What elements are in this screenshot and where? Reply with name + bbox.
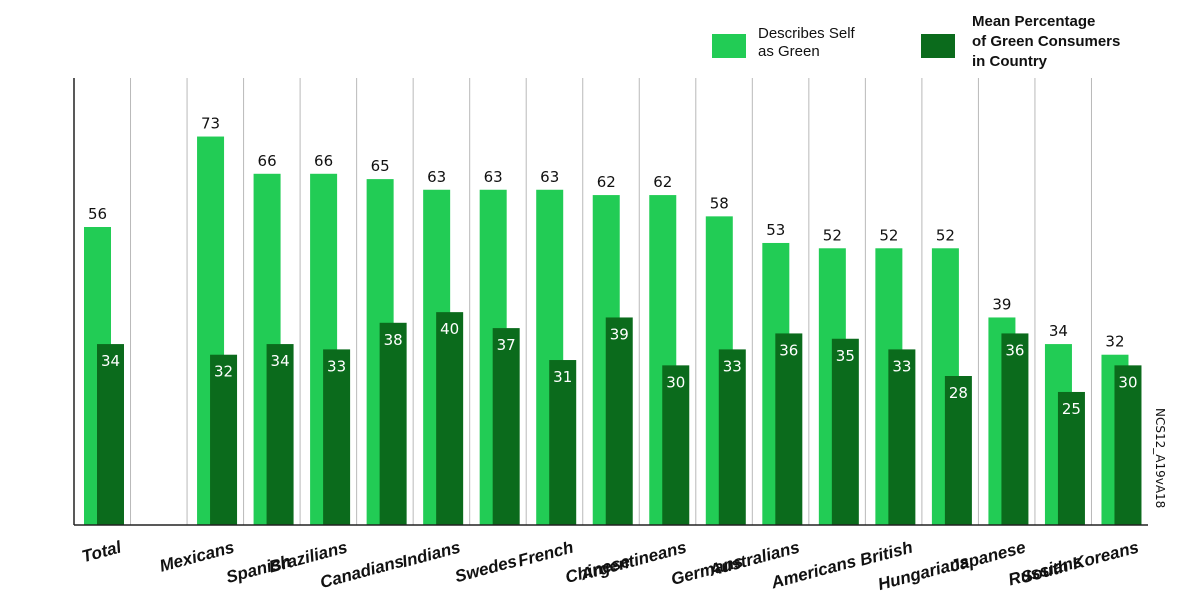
- value-label-describes-self: 63: [540, 168, 559, 186]
- category-label: British: [858, 538, 915, 570]
- value-label-describes-self: 62: [597, 173, 616, 191]
- legend-label-describes-1: Describes Self: [758, 25, 856, 42]
- bar-mean-percentage: [605, 317, 633, 525]
- legend-label-mean-2: of Green Consumers: [972, 33, 1120, 50]
- value-label-describes-self: 52: [936, 226, 955, 244]
- bar-mean-percentage: [831, 338, 859, 525]
- value-label-describes-self: 52: [823, 226, 842, 244]
- bar-mean-percentage: [266, 344, 294, 525]
- legend-label-describes-2: as Green: [758, 43, 820, 60]
- value-label-mean-percentage: 37: [497, 336, 516, 354]
- value-label-mean-percentage: 33: [327, 357, 346, 375]
- value-label-describes-self: 66: [258, 152, 277, 170]
- value-label-mean-percentage: 25: [1062, 400, 1081, 418]
- value-label-mean-percentage: 40: [440, 320, 459, 338]
- value-label-mean-percentage: 31: [553, 368, 572, 386]
- side-code-label: NCS12_A19vA18: [1153, 408, 1167, 508]
- bar-mean-percentage: [1114, 365, 1142, 525]
- bar-mean-percentage: [210, 354, 238, 525]
- value-label-mean-percentage: 30: [666, 373, 685, 391]
- value-label-describes-self: 62: [653, 173, 672, 191]
- value-label-describes-self: 34: [1049, 322, 1068, 340]
- legend-swatch-mean: [921, 34, 955, 58]
- value-label-mean-percentage: 34: [271, 352, 290, 370]
- bar-mean-percentage: [1001, 333, 1029, 525]
- value-label-mean-percentage: 38: [384, 331, 403, 349]
- bar-mean-percentage: [888, 349, 916, 525]
- value-label-mean-percentage: 30: [1118, 373, 1137, 391]
- category-label: Swedes: [453, 552, 519, 587]
- bar-mean-percentage: [323, 349, 351, 525]
- value-label-mean-percentage: 36: [1005, 341, 1024, 359]
- bar-mean-percentage: [1057, 391, 1085, 525]
- legend-label-mean-1: Mean Percentage: [972, 13, 1095, 30]
- value-label-mean-percentage: 33: [723, 357, 742, 375]
- bars: [84, 136, 1142, 526]
- bar-mean-percentage: [718, 349, 746, 525]
- value-label-describes-self: 73: [201, 115, 220, 133]
- value-label-describes-self: 53: [766, 221, 785, 239]
- value-label-describes-self: 52: [879, 226, 898, 244]
- legend-swatch-describes: [712, 34, 746, 58]
- category-label: French: [516, 538, 576, 571]
- value-label-describes-self: 65: [371, 157, 390, 175]
- value-label-describes-self: 66: [314, 152, 333, 170]
- gridlines: [130, 78, 1092, 525]
- bar-mean-percentage: [775, 333, 803, 525]
- bar-mean-percentage: [549, 360, 577, 525]
- value-label-describes-self: 32: [1105, 333, 1124, 351]
- value-label-mean-percentage: 36: [779, 341, 798, 359]
- bar-mean-percentage: [492, 328, 520, 525]
- value-label-mean-percentage: 39: [610, 325, 629, 343]
- value-label-mean-percentage: 33: [892, 357, 911, 375]
- legend-label-mean-3: in Country: [972, 53, 1048, 70]
- value-label-describes-self: 63: [484, 168, 503, 186]
- value-label-describes-self: 56: [88, 205, 107, 223]
- bar-mean-percentage: [944, 376, 972, 525]
- value-label-describes-self: 39: [992, 295, 1011, 313]
- category-label: Indians: [400, 538, 462, 572]
- value-label-mean-percentage: 34: [101, 352, 120, 370]
- value-labels: 56 34 73 32 66 34 66 33 65 38 63 40 63 37 63 31 62 39 62 30…: [88, 115, 1138, 418]
- value-label-mean-percentage: 35: [836, 347, 855, 365]
- bar-mean-percentage: [662, 365, 690, 525]
- category-label: Total: [80, 537, 125, 566]
- value-label-mean-percentage: 32: [214, 363, 233, 381]
- value-label-mean-percentage: 28: [949, 384, 968, 402]
- bar-mean-percentage: [97, 344, 124, 525]
- bar-mean-percentage: [379, 322, 407, 525]
- category-labels: Total MexicansSpanishBraziliansCanadiansI…: [80, 537, 1141, 594]
- legend: Describes Self as Green Mean Percentage …: [712, 13, 1120, 70]
- bar-mean-percentage: [436, 312, 464, 525]
- value-label-describes-self: 63: [427, 168, 446, 186]
- value-label-describes-self: 58: [710, 194, 729, 212]
